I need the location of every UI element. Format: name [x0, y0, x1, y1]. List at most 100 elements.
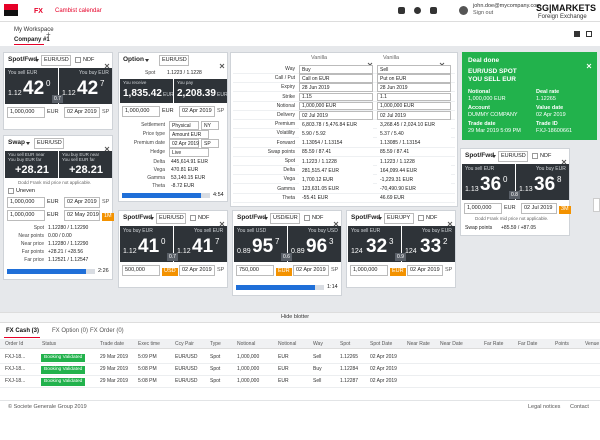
leg-cell[interactable]: 281,515.47 EUR [299, 166, 373, 175]
sell-pane[interactable]: You sell EUR 124 32 3 [348, 226, 401, 262]
notional-input[interactable]: 750,000 [236, 265, 274, 276]
ndf-checkbox[interactable] [304, 215, 310, 221]
pair-select[interactable]: USD/EUR [270, 213, 300, 224]
header-icon[interactable] [414, 7, 421, 14]
notional-input[interactable]: 500,000 [122, 265, 160, 276]
date-input[interactable]: 02 Apr 2019 [64, 107, 100, 118]
legal-link[interactable]: Legal notices [528, 404, 561, 410]
notional-input[interactable]: 1,000,000 [7, 107, 45, 118]
leg-cell[interactable]: 1.13085 / 1.13154 [377, 138, 451, 148]
leg-cell[interactable]: 1.1223 / 1.1228 [377, 157, 451, 166]
leg-cell[interactable]: 1,000,000 EUR [377, 101, 451, 111]
leg-cell[interactable]: Buy [299, 65, 373, 74]
leg-cell[interactable]: 164,099.44 EUR [377, 166, 451, 175]
close-button[interactable] [333, 215, 339, 227]
notional-input[interactable]: 1,000,000 [350, 265, 388, 276]
leg-cell[interactable]: 3,268.45 / 2,024.10 EUR [377, 120, 451, 129]
date-input[interactable]: 02 Apr 2019 [179, 106, 215, 117]
workspace-tab[interactable]: Company #1 [14, 37, 50, 43]
leg-cell[interactable]: 123,631.05 EUR [299, 184, 373, 194]
leg-cell[interactable]: 5.37 / 5.40 [377, 129, 451, 138]
right-pane[interactable]: You pay 2,208.39 EUR [174, 79, 228, 103]
blotter-tab[interactable]: FX Option (0) [52, 328, 89, 334]
dropdown-caret[interactable] [378, 217, 382, 220]
field-extra[interactable]: SP [201, 139, 219, 148]
leg-cell[interactable]: 85.59 / 87.41 [299, 147, 373, 157]
header-icon[interactable] [430, 7, 437, 14]
avatar[interactable] [459, 6, 468, 15]
right-pane[interactable]: You buy EUR near You sell EUR far +28.21 [59, 151, 112, 178]
save-icon[interactable] [574, 31, 580, 37]
sell-pane[interactable]: You sell EUR 1.13 36 0 [462, 164, 515, 200]
ndf-checkbox[interactable] [190, 215, 196, 221]
hide-blotter[interactable]: Hide blotter [281, 314, 310, 320]
close-icon[interactable] [104, 146, 110, 152]
dropdown-caret[interactable] [35, 59, 39, 62]
close-button[interactable] [104, 57, 110, 69]
close-icon[interactable] [561, 159, 567, 165]
print-icon[interactable] [586, 31, 592, 37]
leg-cell[interactable]: -1,229.31 EUR [377, 175, 451, 184]
leg-cell[interactable]: Sell [377, 65, 451, 74]
buy-pane[interactable]: You sell EUR 1.12 41 7 [174, 226, 227, 262]
dropdown-caret[interactable] [492, 155, 496, 158]
sign-out[interactable]: Sign out [473, 10, 494, 16]
leg-cell[interactable]: 46.69 EUR [377, 193, 451, 203]
pair-select[interactable]: EUR/USD [41, 55, 71, 66]
date-input[interactable]: 02 Apr 2019 [407, 265, 443, 276]
leg-cell[interactable]: 1.1 [377, 92, 451, 102]
ndf-checkbox[interactable] [418, 215, 424, 221]
leg-cell[interactable]: 28 Jun 2019 [377, 83, 451, 92]
dropdown-caret[interactable] [145, 59, 149, 62]
buy-pane[interactable]: You buy EUR 124 33 2 [402, 226, 455, 262]
date-input[interactable]: 02 Apr 2019 [179, 265, 215, 276]
field-input[interactable]: Amount EUR [169, 130, 209, 139]
leg-cell[interactable]: 1,000,000 EUR [299, 101, 373, 111]
notional-input[interactable]: 1,000,000 [7, 197, 45, 208]
calendar-link[interactable]: Cambist calendar [55, 8, 102, 14]
blotter-tab[interactable]: FX Cash (3) [6, 328, 40, 334]
close-button[interactable] [447, 215, 453, 227]
close-icon[interactable] [104, 63, 110, 69]
leg-cell[interactable]: Put on EUR [377, 74, 451, 83]
notional-input[interactable]: 1,000,000 [122, 106, 160, 117]
buy-pane[interactable]: You buy EUR 1.12 42 7 [59, 68, 112, 104]
field-input[interactable]: Live [169, 148, 209, 157]
leg-cell[interactable]: 1.1223 / 1.1228 [299, 157, 373, 166]
contact-link[interactable]: Contact [570, 404, 589, 410]
ndf-checkbox[interactable] [75, 57, 81, 63]
leg-cell[interactable]: 5.90 / 5.92 [299, 129, 373, 138]
sell-pane[interactable]: You sell USD 0.89 95 7 [234, 226, 287, 262]
field-input[interactable]: Physical [169, 121, 199, 130]
date-input[interactable]: 02 Apr 2019 [64, 197, 100, 208]
close-icon[interactable] [447, 221, 453, 227]
notional-input[interactable]: 1,000,000 [464, 203, 502, 214]
leg-cell[interactable]: -55.41 EUR [299, 193, 373, 203]
close-button[interactable] [367, 56, 373, 68]
dropdown-caret[interactable] [26, 142, 30, 145]
leg-cell[interactable]: 28 Jun 2019 [299, 83, 373, 92]
pair-select[interactable]: EUR/USD [159, 55, 189, 66]
leg-cell[interactable]: Call on EUR [299, 74, 373, 83]
leg-cell[interactable]: 6,803.78 / 5,476.84 EUR [299, 120, 373, 129]
leg-cell[interactable]: 1,700.12 EUR [299, 175, 373, 184]
notional-input[interactable]: 1,000,000 [7, 210, 45, 221]
close-button[interactable] [561, 153, 567, 165]
left-pane[interactable]: You receive 1,835.42 EUR [120, 79, 174, 103]
field-extra[interactable]: NY [201, 121, 219, 130]
add-tab[interactable]: + [46, 30, 51, 39]
pair-select[interactable]: EUR/USD [498, 151, 528, 162]
close-button[interactable] [219, 215, 225, 227]
close-button[interactable] [219, 57, 225, 69]
side-toggle[interactable] [593, 198, 600, 212]
date-input[interactable]: 02 May 2019 [64, 210, 100, 221]
close-button[interactable] [104, 140, 110, 152]
sell-pane[interactable]: You sell EUR 1.12 42 0 [5, 68, 58, 104]
leg-cell[interactable]: 85.59 / 87.41 [377, 147, 451, 157]
header-icon[interactable] [398, 7, 405, 14]
field-input[interactable]: 02 Apr 2019 [169, 139, 199, 148]
leg-cell[interactable]: 02 Jul 2019 [299, 111, 373, 120]
date-input[interactable]: 02 Jul 2019 [521, 203, 557, 214]
close-icon[interactable] [333, 221, 339, 227]
pair-select[interactable]: EUR/USD [156, 213, 186, 224]
